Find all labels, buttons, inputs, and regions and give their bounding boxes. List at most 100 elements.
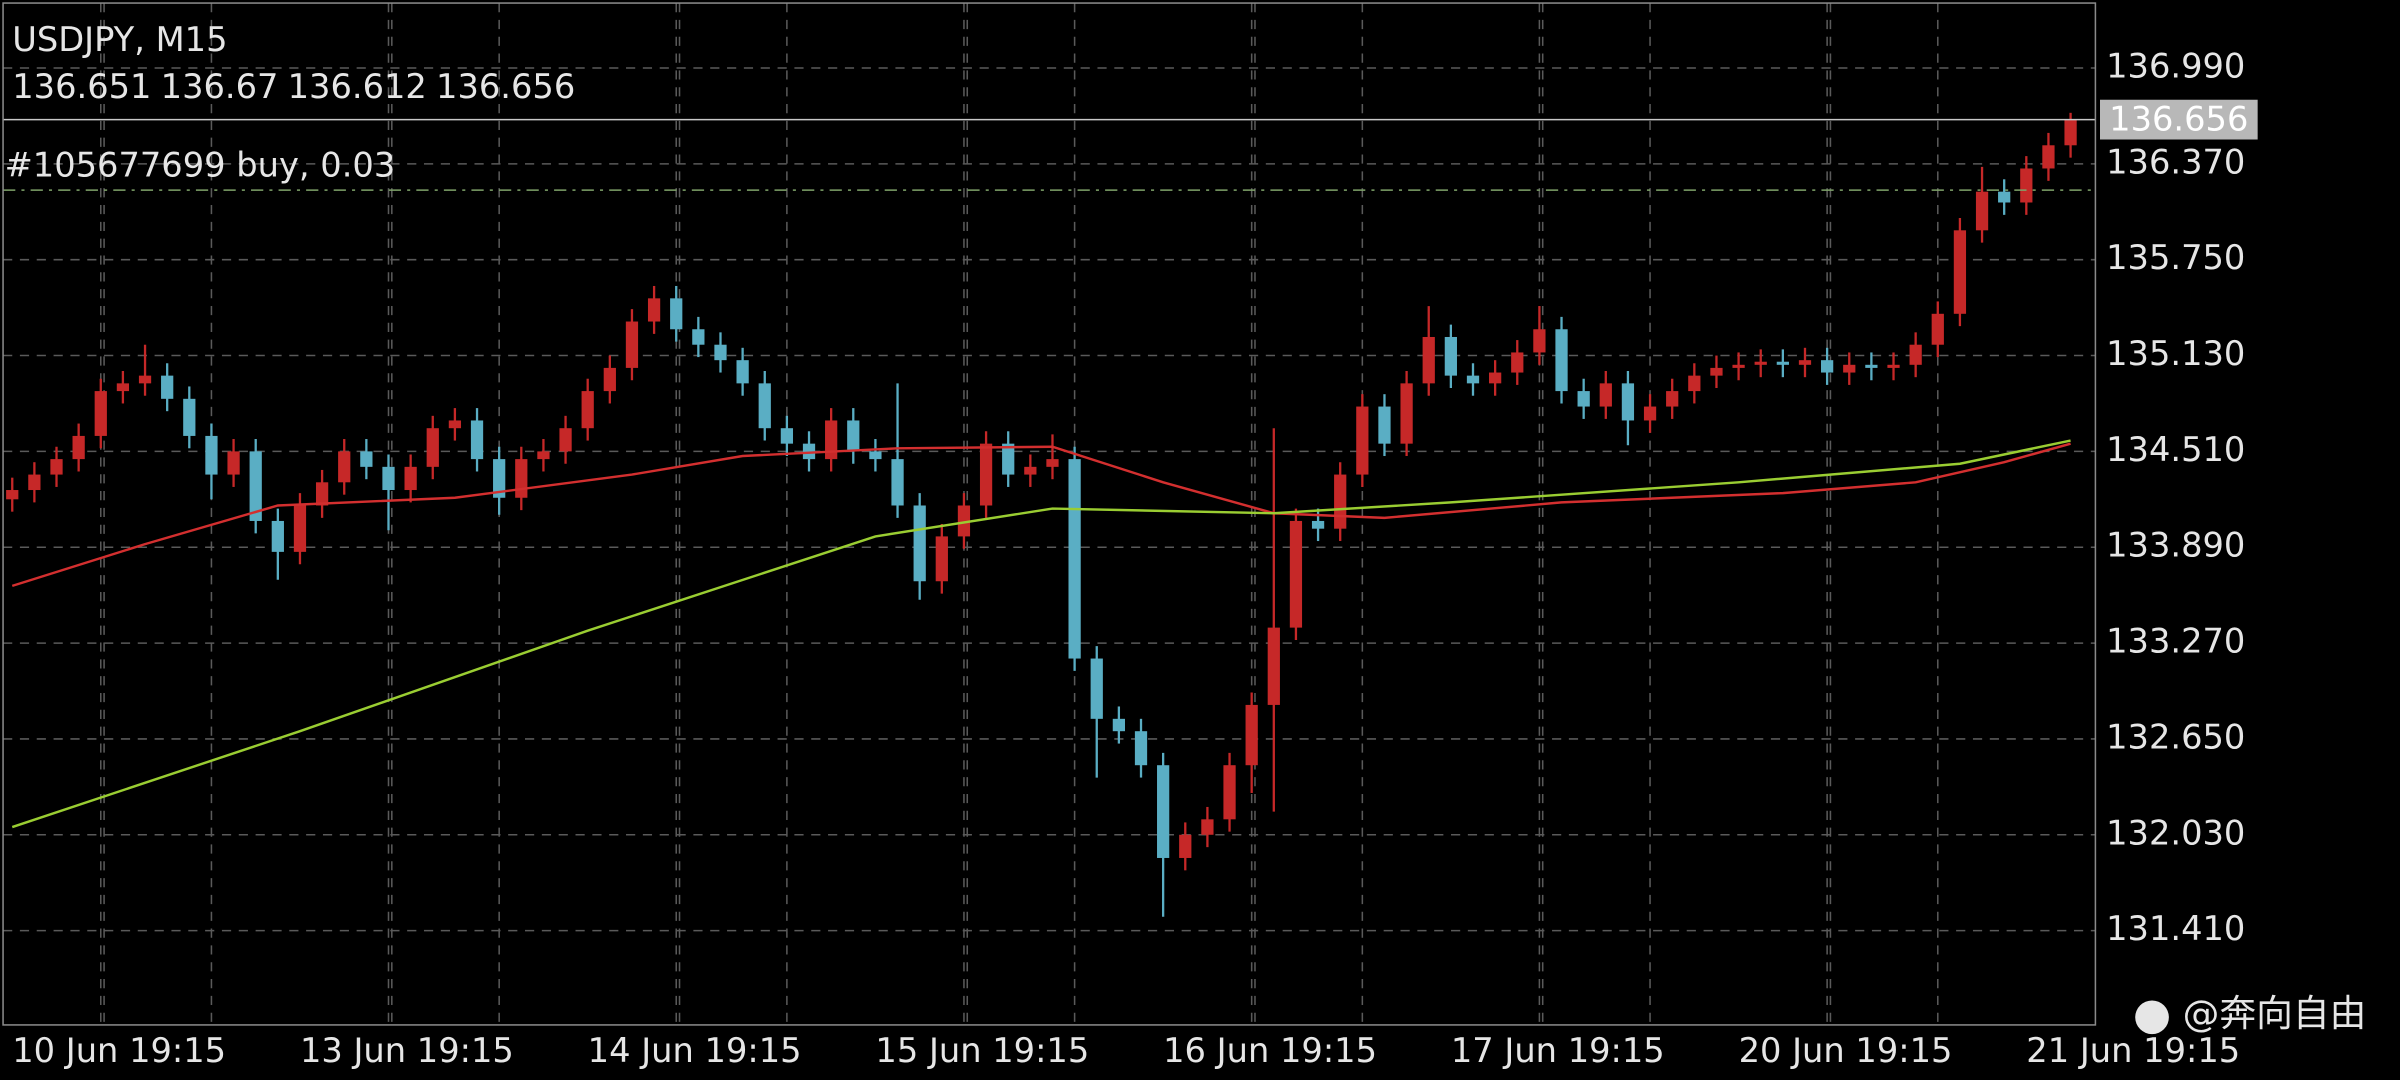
y-tick-label: 132.030: [2106, 813, 2245, 852]
candle-body: [1334, 474, 1347, 529]
candle-body: [227, 451, 240, 475]
watermark-icon: [2135, 1000, 2169, 1035]
quote-value: 136.612: [288, 67, 427, 106]
candle-body: [1134, 731, 1148, 766]
candle-body: [559, 428, 572, 452]
candle-body: [1289, 520, 1303, 628]
candle-body: [1179, 834, 1192, 858]
x-tick-label: 13 Jun 19:15: [300, 1031, 514, 1070]
candle-body: [1577, 391, 1590, 407]
y-tick-label: 133.270: [2106, 622, 2245, 661]
watermark-text: @奔向自由: [2183, 992, 2367, 1035]
y-tick-label: 136.990: [2106, 46, 2245, 85]
candle-body: [161, 375, 174, 399]
y-tick-label: 135.750: [2106, 238, 2245, 277]
grid: 136.990 136.370 135.750 135.130 134.510 133.8…: [3, 3, 2245, 1070]
candle-body: [6, 490, 19, 500]
candle-body: [1843, 364, 1856, 373]
candle-body: [1887, 364, 1900, 368]
candle-body: [1378, 406, 1391, 444]
x-tick-label: 21 Jun 19:15: [2026, 1031, 2240, 1070]
candle-body: [1311, 520, 1325, 529]
candle-body: [1489, 372, 1502, 384]
watermark: @奔向自由: [2135, 992, 2366, 1035]
candle-body: [1112, 718, 1125, 732]
candle-body: [138, 375, 152, 384]
candle-body: [1953, 230, 1967, 314]
candle-body: [647, 298, 661, 322]
candle-body: [714, 344, 727, 361]
candle-body: [1422, 336, 1435, 384]
candle-body: [470, 420, 484, 460]
candle-body: [72, 435, 85, 460]
y-tick-label: 136.370: [2106, 142, 2245, 181]
candle-body: [847, 420, 860, 452]
candle-body: [780, 428, 794, 444]
candle-body: [28, 474, 41, 491]
candle-body: [1909, 344, 1922, 365]
quote-value: 136.67: [161, 67, 279, 106]
candle-body: [670, 298, 683, 330]
candle-body: [869, 451, 882, 460]
candle-body: [448, 420, 462, 429]
candle-body: [293, 505, 307, 552]
candle-body: [1223, 765, 1236, 820]
candle-body: [360, 451, 373, 467]
candle-body: [1533, 329, 1546, 353]
candle-body: [1466, 375, 1480, 384]
candle-body: [1666, 391, 1679, 407]
candle-body: [581, 391, 594, 429]
candle-body: [957, 505, 971, 537]
plot-frame: [2, 2, 2097, 1026]
candle-body: [1975, 191, 1989, 231]
last-price-box: [2100, 99, 2258, 140]
candle-body: [935, 536, 948, 582]
candle-body: [1998, 191, 2011, 203]
candle-body: [1267, 627, 1280, 705]
candle-body: [537, 451, 550, 460]
candle-body: [692, 329, 705, 345]
candle-body: [1245, 704, 1258, 766]
candle-body: [426, 428, 439, 467]
candle-body: [2020, 168, 2033, 203]
quote-value: 136.651: [12, 67, 151, 106]
candle-body: [1732, 364, 1745, 368]
candle-body: [271, 520, 284, 552]
candle-body: [2064, 119, 2077, 146]
candle-body: [1776, 361, 1789, 365]
quote: 136.651 136.67 136.612 136.656: [12, 67, 575, 106]
chart-title: USDJPY, M15: [12, 20, 227, 59]
candle-body: [979, 443, 993, 506]
candle-body: [1201, 819, 1214, 835]
candle-body: [603, 367, 616, 392]
candle-body: [382, 466, 395, 491]
candle-body: [1754, 361, 1767, 365]
candle-body: [1931, 313, 1944, 345]
candle-body: [1821, 360, 1834, 373]
candle-body: [625, 321, 639, 368]
candle-body: [891, 459, 904, 506]
candle-body: [1002, 443, 1015, 475]
candle-body: [736, 360, 749, 384]
candle-body: [1356, 406, 1369, 475]
candle-body: [825, 420, 838, 460]
y-tick-label: 133.890: [2106, 526, 2245, 565]
candle-body: [1090, 658, 1103, 719]
x-tick-label: 20 Jun 19:15: [1739, 1031, 1953, 1070]
x-tick-label: 10 Jun 19:15: [12, 1031, 226, 1070]
candle-body: [183, 398, 196, 436]
candle-body: [802, 443, 816, 460]
moving-average: [11, 442, 2071, 588]
x-tick-label: 16 Jun 19:15: [1163, 1031, 1377, 1070]
candle-body: [1710, 367, 1723, 376]
candle-body: [2042, 145, 2055, 169]
candle-body: [1643, 406, 1657, 421]
candle-body: [1444, 336, 1457, 376]
candle-body: [758, 383, 771, 429]
candle-body: [205, 435, 218, 475]
candle-body: [249, 451, 262, 521]
candle-body: [94, 391, 107, 436]
y-tick-label: 134.510: [2106, 430, 2245, 469]
